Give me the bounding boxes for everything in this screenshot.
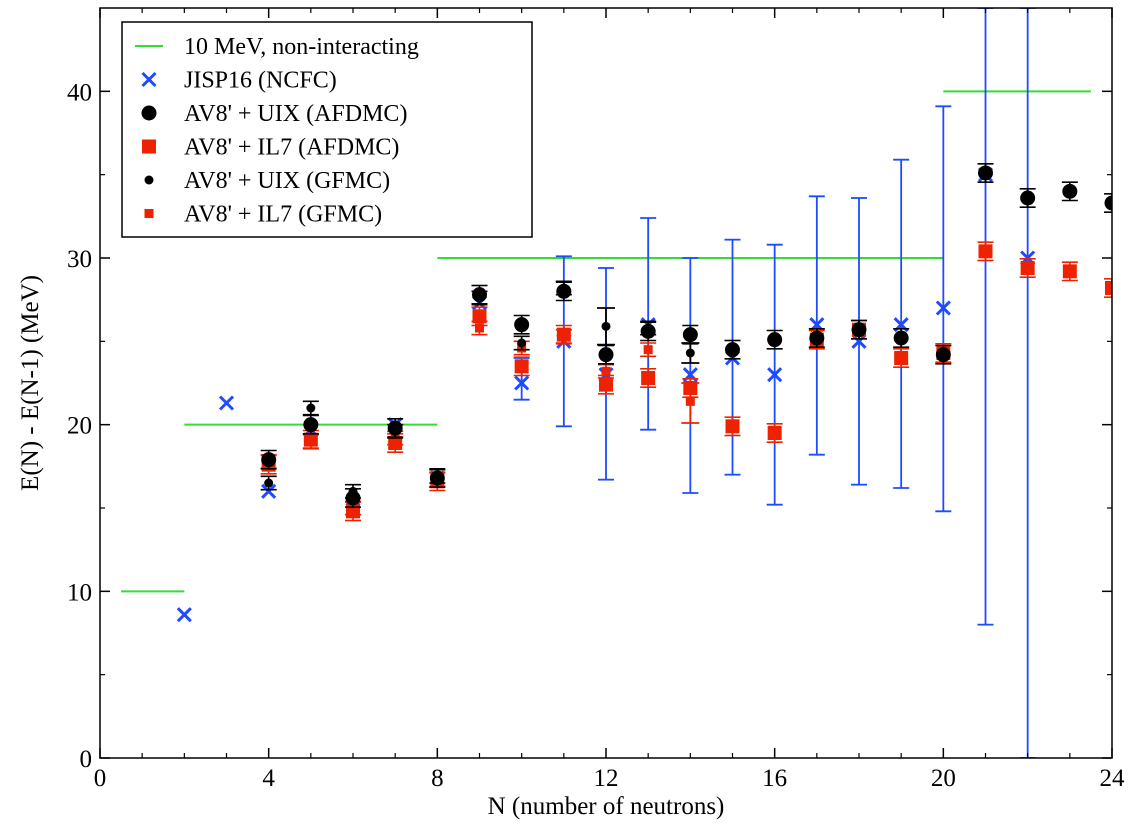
y-axis-label: E(N) - E(N-1) (MeV) [17, 275, 44, 491]
data-point [685, 348, 695, 358]
data-point [599, 377, 613, 392]
y-tick-label: 0 [80, 746, 93, 773]
legend: 10 MeV, non-interacting JISP16 (NCFC) AV8'… [121, 21, 533, 238]
legend-entry-label: JISP16 (NCFC) [184, 68, 337, 94]
data-point [390, 426, 400, 436]
data-point [767, 426, 782, 440]
data-point [514, 317, 530, 333]
data-point [1104, 195, 1112, 211]
data-point [935, 347, 951, 363]
data-point [517, 338, 527, 348]
data-point-stroke [218, 395, 235, 411]
y-tick-label: 40 [67, 79, 92, 106]
data-point [472, 309, 487, 324]
data-point [264, 478, 274, 488]
x-tick-label: 20 [931, 765, 956, 792]
data-point [851, 333, 867, 349]
legend-entry-label: AV8' + IL7 (AFDMC) [184, 135, 399, 161]
legend-entry-label: 10 MeV, non-interacting [184, 34, 419, 60]
series-av8-il7-gfmc- [260, 320, 700, 516]
data-point [809, 330, 825, 346]
legend-swatch-marker [141, 71, 157, 88]
data-point [893, 330, 909, 346]
data-point [725, 419, 740, 434]
data-point-stroke [935, 300, 951, 316]
legend-entry-label: AV8' + UIX (GFMC) [184, 168, 390, 194]
data-point-stroke [514, 375, 530, 391]
data-point [218, 395, 235, 411]
data-point-stroke [767, 367, 783, 383]
y-tick-label: 30 [67, 246, 92, 273]
data-point [432, 471, 442, 481]
legend-entry-label: AV8' + IL7 (GFMC) [184, 202, 382, 228]
plot-area [121, 8, 1112, 758]
x-tick-label: 12 [594, 765, 619, 792]
x-tick-label: 8 [431, 765, 444, 792]
data-point [978, 244, 993, 259]
data-point [475, 293, 484, 303]
data-point [682, 327, 698, 343]
data-point [303, 417, 319, 433]
data-point [601, 366, 611, 376]
data-point [1020, 261, 1035, 275]
data-point [559, 283, 569, 293]
data-point [1062, 183, 1078, 199]
data-point [306, 403, 316, 413]
data-point [559, 331, 569, 341]
data-point [348, 503, 358, 513]
x-tick-label: 4 [262, 765, 275, 792]
data-point [1062, 264, 1077, 279]
data-point [894, 351, 909, 365]
data-point [261, 452, 277, 468]
y-tick-label: 10 [67, 579, 92, 606]
x-tick-label: 16 [762, 765, 787, 792]
data-point [261, 483, 277, 499]
x-axis-label: N (number of neutrons) [488, 793, 725, 820]
legend-swatch-marker [142, 139, 156, 154]
x-tick-label: 0 [94, 765, 107, 792]
data-point [598, 347, 614, 363]
series-av8-uix-gfmc- [260, 280, 700, 499]
data-point [348, 486, 358, 496]
data-point [641, 371, 656, 385]
data-point [475, 323, 484, 333]
data-point [176, 607, 192, 623]
data-point [1105, 281, 1112, 295]
legend-entry-label: AV8' + UIX (AFDMC) [184, 101, 407, 127]
data-point [643, 345, 653, 355]
plot-marks [121, 8, 1112, 758]
data-point-stroke [851, 333, 867, 349]
data-point [306, 436, 316, 446]
data-point [643, 323, 653, 333]
data-point-stroke [176, 607, 192, 623]
data-point-stroke [261, 483, 277, 499]
legend-swatch-marker-stroke [141, 71, 157, 88]
data-point [935, 300, 951, 316]
legend-swatch-marker [141, 105, 157, 121]
data-point [685, 396, 695, 406]
data-point [1020, 190, 1036, 206]
legend-box [121, 21, 533, 238]
legend-swatch-marker [144, 175, 154, 185]
data-point [767, 332, 783, 348]
data-point [514, 375, 530, 391]
data-point [725, 342, 740, 358]
legend-swatch-marker [144, 209, 154, 218]
y-tick-label: 20 [67, 413, 92, 440]
x-tick-label: 24 [1100, 765, 1126, 792]
series-av8-uix-afdmc- [260, 163, 1112, 508]
axis-ticks: 0 4 8 12 16 20 24 0 10 20 30 40 [67, 8, 1125, 792]
data-point [978, 165, 993, 181]
data-point [767, 367, 783, 383]
data-point [601, 321, 611, 331]
data-point [514, 359, 529, 374]
data-point [851, 322, 867, 338]
